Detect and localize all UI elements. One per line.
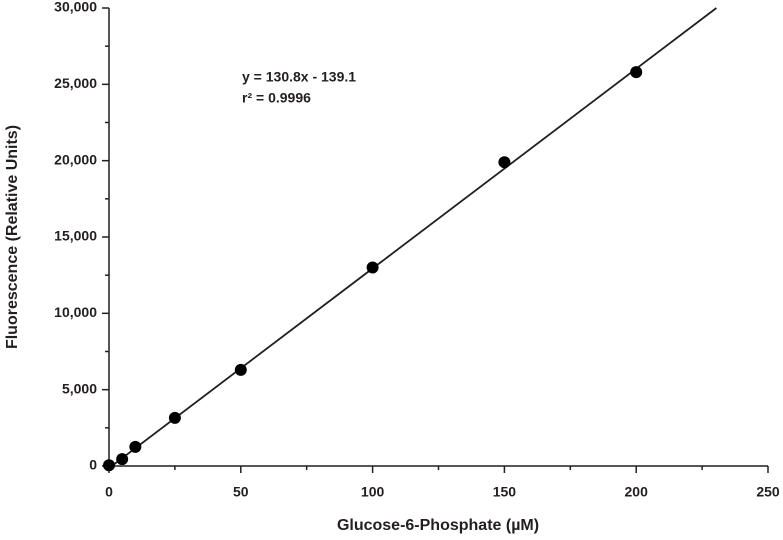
y-tick-label: 25,000 [54, 75, 97, 91]
annotation: r² = 0.9996 [242, 90, 311, 106]
data-point [366, 261, 379, 274]
y-tick-label: 30,000 [54, 0, 97, 15]
fit-line [111, 7, 717, 467]
x-tick-label: 250 [756, 484, 780, 500]
y-tick-label: 10,000 [54, 304, 97, 320]
x-tick-label: 150 [493, 484, 517, 500]
annotation: y = 130.8x - 139.1 [242, 69, 356, 85]
data-point [498, 156, 511, 169]
y-axis-title: Fluorescence (Relative Units) [4, 125, 21, 349]
x-axis-title: Glucose-6-Phosphate (µM) [337, 517, 539, 534]
data-point [116, 453, 129, 466]
data-point [234, 363, 247, 376]
y-tick-label: 0 [89, 457, 97, 473]
y-tick-label: 20,000 [54, 151, 97, 167]
data-point [129, 440, 142, 453]
x-tick-label: 100 [361, 484, 385, 500]
x-tick-label: 0 [105, 484, 113, 500]
y-tick-label: 5,000 [62, 380, 97, 396]
data-point [103, 459, 115, 472]
y-tick-label: 15,000 [54, 228, 97, 244]
x-tick-label: 50 [233, 484, 249, 500]
data-point [168, 411, 181, 424]
data-point [630, 66, 643, 79]
x-tick-label: 200 [625, 484, 649, 500]
